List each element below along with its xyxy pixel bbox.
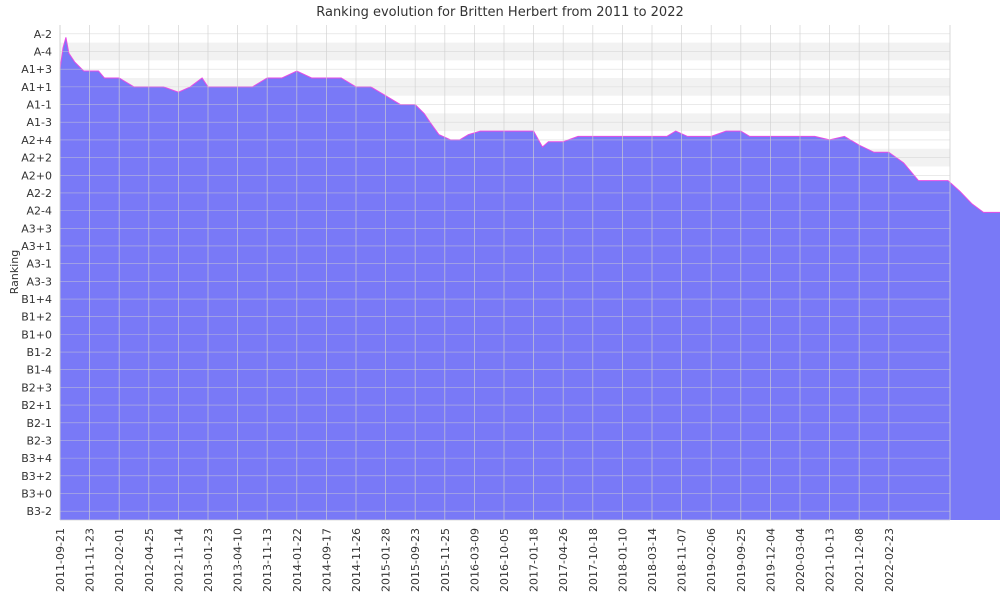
y-tick-label: B2+1 [21,399,52,412]
y-tick-label: A3-3 [27,275,53,288]
x-tick-label: 2020-03-04 [794,528,807,592]
y-tick-label: B3+0 [21,487,52,500]
y-tick-label: A-4 [34,46,52,59]
x-tick-label: 2017-04-26 [557,528,570,592]
y-tick-label: A1-1 [27,99,53,112]
x-tick-label: 2019-02-06 [705,528,718,592]
y-tick-label: B1+0 [21,328,52,341]
y-tick-label: B1-4 [26,364,52,377]
y-tick-label: B2+3 [21,381,52,394]
x-tick-label: 2021-10-13 [824,528,837,592]
y-tick-label: A1-3 [27,116,53,129]
x-tick-label: 2014-09-17 [320,528,333,592]
x-tick-label: 2022-02-23 [883,528,896,592]
y-tick-label: A1+3 [21,63,52,76]
x-tick-label: 2013-01-23 [202,528,215,592]
y-tick-label: A3-1 [27,258,53,271]
x-tick-label: 2017-01-18 [528,528,541,592]
y-tick-label: A2+2 [21,152,52,165]
plot-area [59,37,1000,520]
y-tick-label: A3+3 [21,222,52,235]
x-tick-label: 2015-01-28 [380,528,393,592]
x-tick-label: 2021-12-08 [853,528,866,592]
x-tick-label: 2014-01-22 [291,528,304,592]
y-tick-label: B2-3 [26,434,52,447]
y-tick-label: A2+4 [21,134,52,147]
x-tick-label: 2013-11-13 [261,528,274,592]
x-tick-label: 2016-03-09 [468,528,481,592]
grid-lines [59,25,951,521]
x-tick-label: 2018-11-07 [676,528,689,592]
y-tick-label: B2-1 [26,417,52,430]
y-axis-label: Ranking [8,250,21,295]
y-axis-ticks: A-2 A-4 A1+3 A1+1 A1-1 A1-3 A2+4 A2+2 A2+0 A2-2 A2… [21,28,52,518]
ranking-area [60,37,1000,520]
x-tick-label: 2011-11-23 [84,528,97,592]
y-tick-label: A-2 [34,28,52,41]
x-tick-label: 2019-12-04 [764,528,777,592]
x-tick-label: 2018-03-14 [646,528,659,592]
chart-title: Ranking evolution for Britten Herbert fr… [316,5,684,20]
x-tick-label: 2012-11-14 [172,528,185,592]
y-tick-label: A3+1 [21,240,52,253]
x-tick-label: 2019-09-25 [735,528,748,592]
x-tick-label: 2014-11-26 [350,528,363,592]
y-tick-label: A2-4 [27,205,53,218]
ranking-line [59,37,1000,213]
x-tick-label: 2015-09-23 [409,528,422,592]
y-tick-label: A1+1 [21,81,52,94]
x-tick-label: 2011-09-21 [54,528,67,592]
y-tick-label: B1-2 [26,346,52,359]
y-tick-label: A2-2 [27,187,53,200]
x-tick-label: 2015-11-25 [439,528,452,592]
x-axis-ticks: 2011-09-21 2011-11-23 2012-02-01 2012-04-25… [54,528,896,592]
y-tick-label: B3+4 [21,452,52,465]
y-tick-label: B3-2 [26,505,52,518]
y-tick-label: A2+0 [21,169,52,182]
x-tick-label: 2013-04-10 [232,528,245,592]
x-tick-label: 2016-10-05 [498,528,511,592]
x-tick-label: 2018-01-10 [616,528,629,592]
y-tick-label: B3+2 [21,470,52,483]
x-tick-label: 2017-10-18 [587,528,600,592]
x-tick-label: 2012-04-25 [143,528,156,592]
y-tick-label: B1+2 [21,311,52,324]
y-tick-label: B1+4 [21,293,52,306]
x-tick-label: 2012-02-01 [113,528,126,592]
